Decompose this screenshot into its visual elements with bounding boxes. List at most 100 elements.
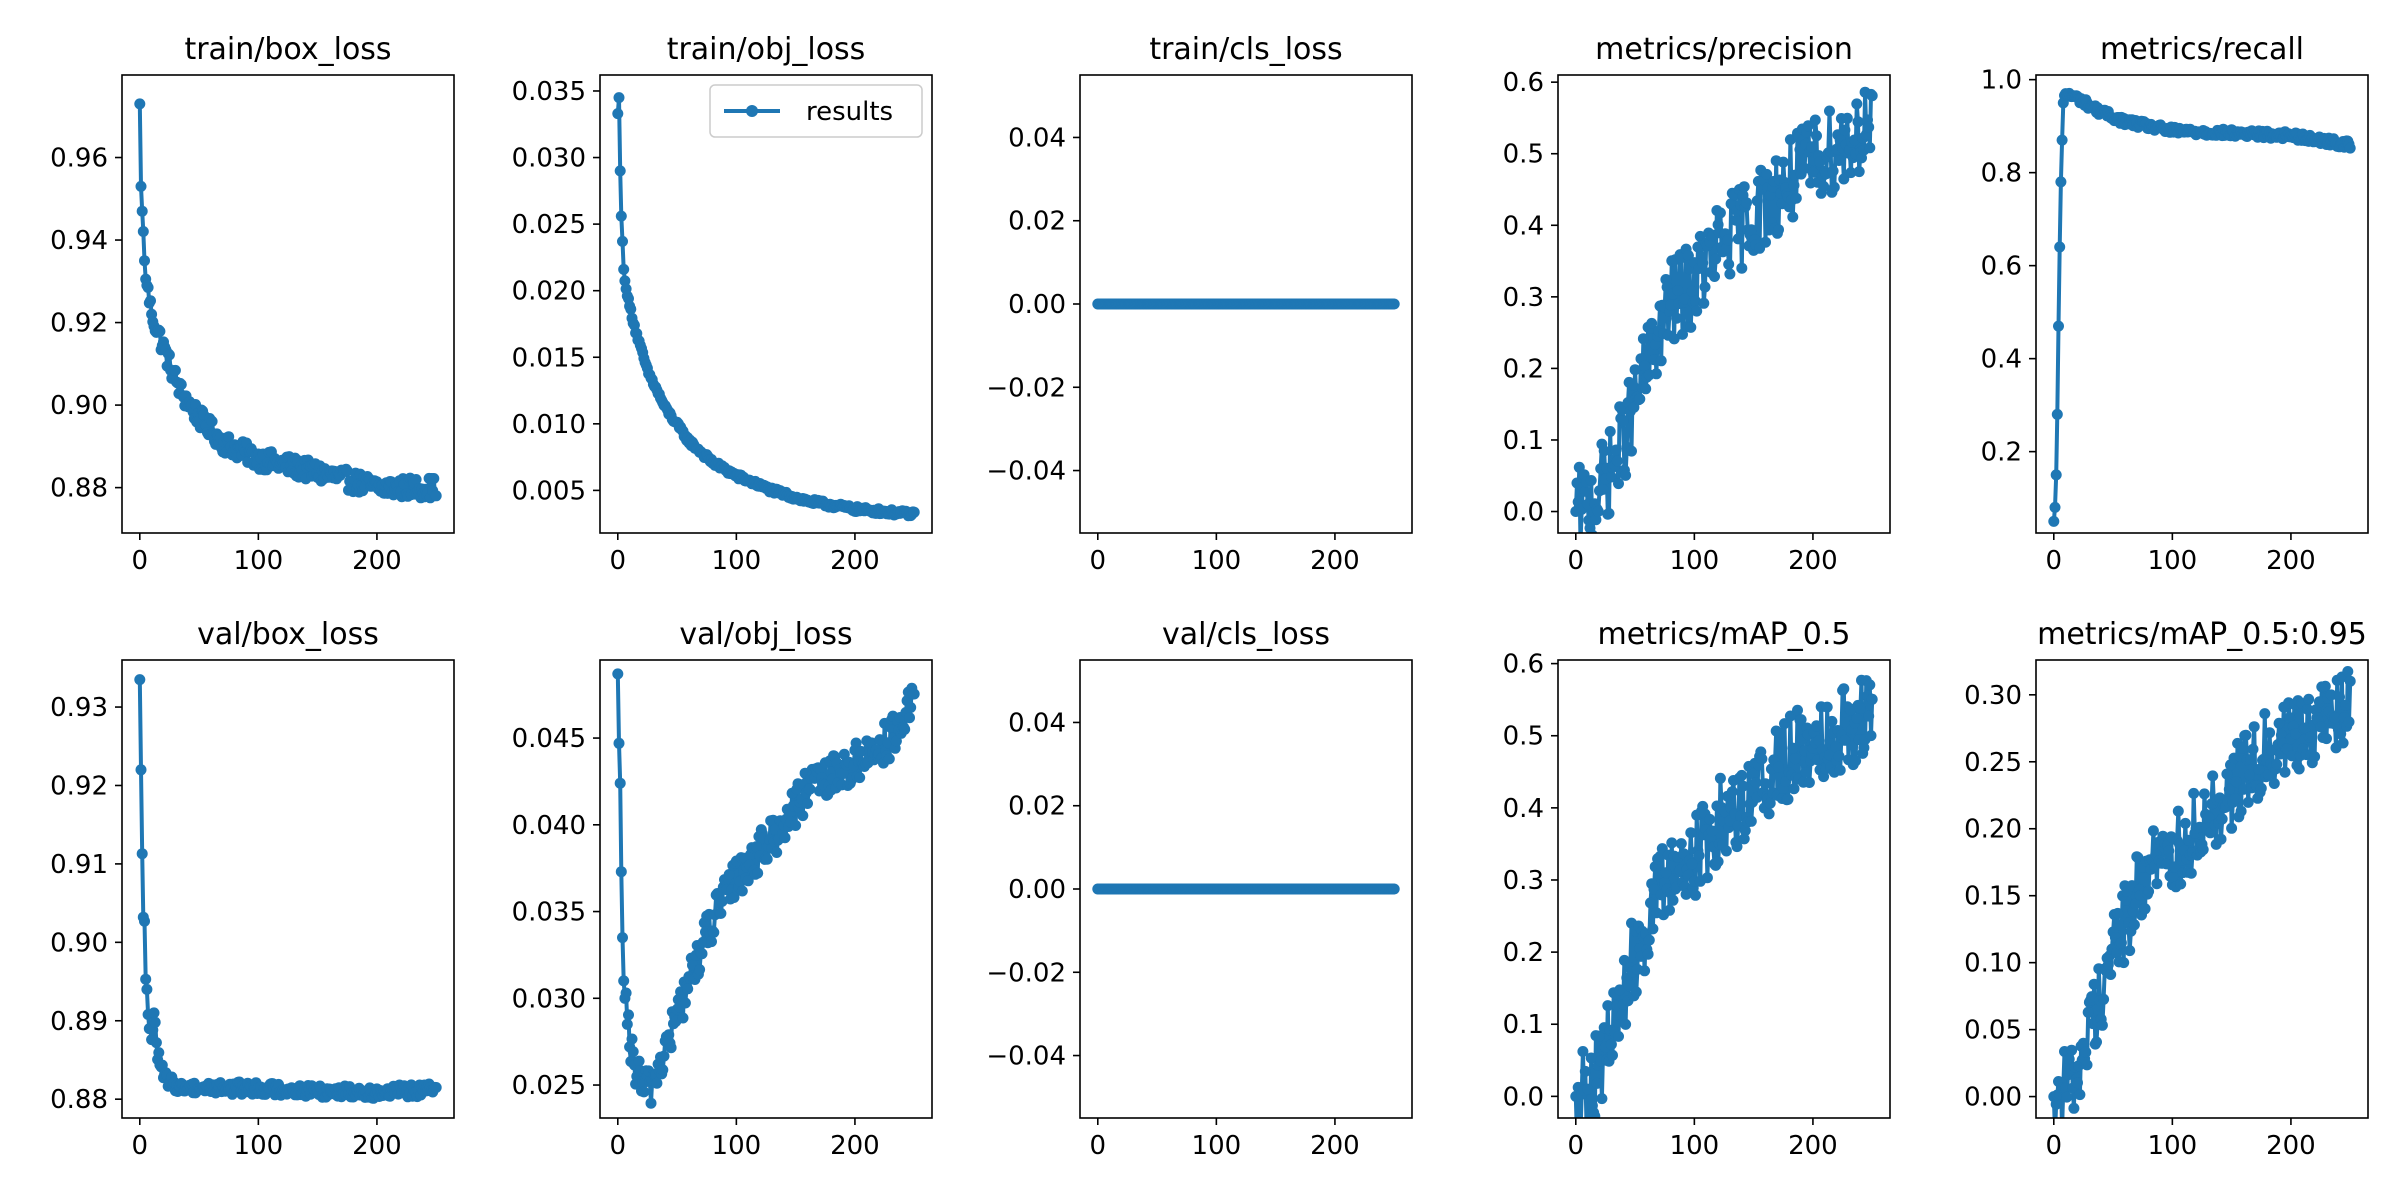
data-point	[2240, 729, 2252, 741]
data-point	[657, 1064, 669, 1076]
y-tick-label: 0.91	[50, 850, 108, 880]
x-tick-label: 0	[1568, 546, 1585, 576]
x-tick-label: 0	[610, 546, 627, 576]
data-point	[2273, 717, 2285, 729]
data-point	[175, 379, 187, 390]
data-point	[1618, 954, 1630, 966]
data-point	[1850, 755, 1862, 767]
y-tick-label: 0.4	[1503, 794, 1544, 824]
data-point	[615, 866, 627, 878]
data-point	[1623, 980, 1635, 992]
data-point	[141, 983, 153, 995]
data-point	[1620, 1018, 1632, 1030]
data-point	[1685, 827, 1697, 839]
data-point	[1777, 156, 1789, 168]
data-point	[1643, 934, 1655, 946]
data-point	[150, 1037, 162, 1049]
data-point	[163, 349, 175, 361]
data-point	[1736, 769, 1748, 781]
y-tick-label: 0.1	[1503, 1010, 1544, 1040]
data-point	[2279, 766, 2291, 778]
x-tick-label: 0	[1568, 1131, 1585, 1161]
data-point	[1607, 1049, 1618, 1061]
data-point	[145, 295, 156, 307]
subplot-metrics-map-0-5: metrics/mAP_0.5 0 100 200 0.0 0.1 0.2 0.3 0.4 0.5…	[1503, 617, 1891, 1161]
x-tick-label: 100	[234, 546, 284, 576]
data-point	[2304, 731, 2316, 743]
data-point	[1581, 1119, 1592, 1130]
data-point	[1789, 753, 1801, 765]
y-tick-label: 0.93	[50, 693, 108, 723]
x-tick-label: 100	[1192, 1131, 1242, 1161]
series-line	[137, 103, 437, 500]
y-tick-label: 0.00	[1008, 875, 1066, 905]
data-point	[2053, 320, 2064, 332]
plot-frame	[1557, 74, 1891, 534]
data-point	[2105, 969, 2117, 980]
data-point	[169, 364, 181, 376]
data-point	[623, 1009, 634, 1021]
data-point	[1748, 768, 1760, 780]
subplot-metrics-map-0-5-0-95: metrics/mAP_0.5:0.95 0 100 200 0.00 0.05 0.10 0…	[1964, 617, 2369, 1161]
data-point	[874, 734, 886, 746]
data-point	[2344, 675, 2356, 687]
data-point	[2344, 142, 2356, 154]
data-point	[1675, 838, 1687, 850]
data-point	[2066, 1044, 2078, 1056]
subplot-train-box-loss: train/box_loss 0 100 200 0.88 0.90 0.92 0.94 0.9…	[50, 32, 455, 576]
data-point	[761, 853, 773, 865]
data-point	[1864, 142, 1876, 154]
data-point	[2293, 763, 2305, 775]
data-point	[2236, 742, 2248, 754]
data-point	[1596, 1093, 1608, 1105]
data-point	[206, 415, 218, 427]
data-point	[613, 737, 625, 749]
data-point	[1838, 173, 1850, 185]
data-point	[1714, 207, 1726, 219]
data-point	[1699, 281, 1711, 293]
y-tick-label: 0.96	[50, 144, 108, 174]
data-point	[139, 255, 150, 267]
series-group	[1092, 298, 1400, 310]
data-point	[1637, 333, 1649, 345]
data-point	[2082, 1006, 2094, 1018]
data-point	[428, 473, 440, 484]
data-point	[1582, 1083, 1594, 1095]
data-point	[1602, 1000, 1614, 1012]
data-point	[1745, 224, 1757, 236]
data-point	[1671, 312, 1683, 324]
data-point	[1706, 825, 1718, 837]
subplot-metrics-precision: metrics/precision 0 100 200 0.0 0.1 0.2 0.3 0.4 0…	[1503, 32, 1891, 576]
y-tick-label: 0.035	[512, 898, 586, 928]
y-tick-label: 0.4	[1503, 211, 1544, 241]
subplot-title: val/obj_loss	[679, 617, 852, 652]
data-point	[153, 1047, 165, 1059]
data-point	[1693, 850, 1705, 862]
data-point	[2229, 793, 2241, 804]
y-tick-label: 0.3	[1503, 283, 1544, 313]
y-tick-label: 0.88	[50, 474, 108, 504]
plot-frame	[599, 659, 933, 1119]
data-point	[1714, 772, 1726, 784]
data-point	[1828, 181, 1840, 193]
data-point	[2179, 817, 2191, 829]
data-point	[1665, 299, 1677, 311]
data-point	[2302, 703, 2313, 715]
plot-frame	[121, 74, 455, 534]
data-point	[1630, 986, 1642, 998]
data-point	[618, 263, 630, 275]
data-point	[410, 474, 422, 485]
data-point	[2068, 1102, 2080, 1114]
data-point	[1833, 750, 1845, 762]
data-point	[1764, 797, 1776, 809]
data-point	[2102, 959, 2114, 971]
data-point	[804, 783, 816, 795]
subplot-val-obj-loss: val/obj_loss 0 100 200 0.025 0.030 0.035 0.040 0…	[512, 617, 933, 1161]
data-point	[137, 226, 149, 237]
data-point	[2112, 907, 2124, 919]
data-point	[696, 948, 708, 960]
data-point	[1745, 815, 1757, 827]
data-point	[2054, 241, 2066, 253]
data-point	[1864, 679, 1876, 691]
